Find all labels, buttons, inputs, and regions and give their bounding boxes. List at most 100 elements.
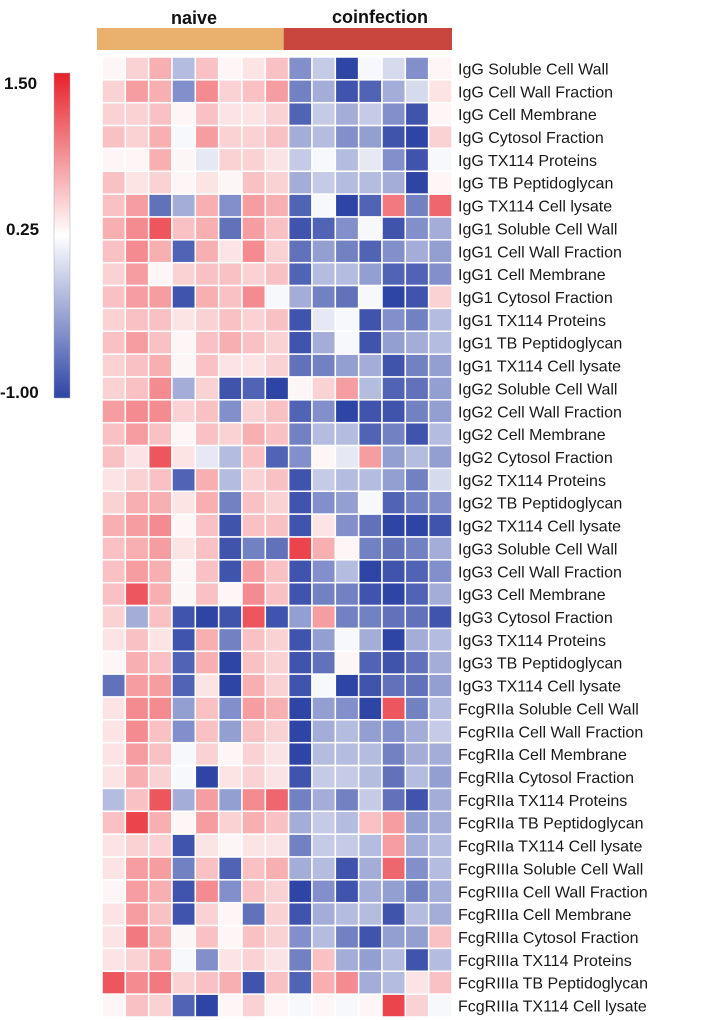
heatmap-cell	[381, 719, 407, 744]
group-label-coinfection: coinfection	[332, 7, 428, 27]
heatmap-cell	[287, 330, 313, 355]
heatmap-cell	[357, 376, 383, 401]
heatmap-cell	[217, 947, 243, 973]
heatmap-cell	[381, 79, 407, 104]
heatmap-cell	[124, 353, 150, 378]
heatmap-cell	[171, 719, 197, 744]
heatmap-cell	[334, 810, 360, 835]
heatmap-cell	[217, 581, 243, 607]
heatmap-cell	[264, 216, 290, 241]
heatmap-cell	[147, 147, 173, 173]
heatmap-cell	[194, 559, 220, 584]
heatmap-cell	[357, 741, 383, 767]
heatmap-cell	[264, 399, 290, 424]
heatmap-cell	[427, 581, 453, 607]
heatmap-cell	[124, 56, 150, 81]
heatmap-cell	[194, 993, 220, 1018]
heatmap-cell	[194, 719, 220, 744]
heatmap-cell	[264, 627, 290, 653]
heatmap-cell	[264, 330, 290, 355]
heatmap-cell	[264, 513, 290, 538]
heatmap-cell	[357, 307, 383, 333]
heatmap-cell	[171, 147, 197, 173]
row-label: FcgRIIIa Soluble Cell Wall	[458, 861, 643, 878]
heatmap-cell	[124, 216, 150, 241]
heatmap-cell	[194, 947, 220, 973]
heatmap-cell	[147, 170, 173, 195]
heatmap-cell	[264, 193, 290, 218]
heatmap-cell	[264, 741, 290, 767]
heatmap-cell	[194, 147, 220, 173]
heatmap-cell	[404, 764, 430, 790]
heatmap-cell	[357, 147, 383, 173]
heatmap-cell	[194, 604, 220, 630]
heatmap-cell	[241, 239, 267, 264]
heatmap-cell	[217, 239, 243, 264]
heatmap-cell	[124, 901, 150, 927]
colorbar-mid-label: 0.25	[6, 220, 39, 239]
heatmap-cell	[334, 947, 360, 973]
heatmap-cell	[171, 490, 197, 515]
heatmap-cell	[217, 216, 243, 241]
heatmap-cell	[101, 879, 127, 904]
heatmap-cell	[124, 444, 150, 470]
heatmap-cell	[334, 719, 360, 744]
heatmap-cell	[381, 56, 407, 81]
heatmap-cell	[194, 741, 220, 767]
heatmap-cell	[334, 924, 360, 950]
heatmap-cell	[287, 833, 313, 858]
heatmap-cell	[334, 559, 360, 584]
heatmap-cell	[194, 650, 220, 675]
heatmap-cell	[287, 696, 313, 721]
heatmap-cell	[124, 764, 150, 790]
row-label: IgG2 TX114 Cell lysate	[458, 519, 621, 536]
heatmap-cell	[241, 193, 267, 218]
heatmap-cell	[381, 673, 407, 698]
heatmap-cell	[334, 376, 360, 401]
heatmap-cell	[171, 833, 197, 858]
heatmap-cell	[404, 581, 430, 607]
heatmap-cell	[404, 604, 430, 630]
heatmap-cell	[311, 490, 337, 515]
heatmap-cell	[287, 124, 313, 150]
heatmap-cell	[381, 376, 407, 401]
heatmap-cell	[171, 284, 197, 310]
heatmap-cell	[241, 399, 267, 424]
heatmap-cell	[101, 124, 127, 150]
heatmap-cell	[101, 444, 127, 470]
heatmap-cell	[194, 810, 220, 835]
heatmap-cell	[101, 581, 127, 607]
heatmap-cell	[171, 399, 197, 424]
heatmap-cell	[147, 193, 173, 218]
heatmap-cell	[427, 970, 453, 995]
heatmap-cell	[101, 193, 127, 218]
heatmap-cell	[311, 216, 337, 241]
heatmap-cell	[404, 124, 430, 150]
heatmap-cell	[171, 879, 197, 904]
heatmap-cell	[381, 993, 407, 1018]
heatmap-cell	[427, 216, 453, 241]
heatmap-cell	[357, 879, 383, 904]
heatmap-cell	[404, 947, 430, 973]
heatmap-cell	[404, 490, 430, 515]
heatmap-cell	[311, 193, 337, 218]
heatmap-cell	[404, 56, 430, 81]
heatmap-cell	[124, 170, 150, 195]
heatmap-cell	[311, 924, 337, 950]
heatmap-cell	[171, 444, 197, 470]
heatmap-cell	[241, 101, 267, 127]
heatmap-cell	[404, 193, 430, 218]
heatmap-cell	[194, 261, 220, 287]
heatmap-cell	[101, 673, 127, 698]
heatmap-cell	[217, 536, 243, 561]
heatmap-cell	[264, 604, 290, 630]
heatmap-cell	[101, 627, 127, 653]
heatmap-cell	[124, 330, 150, 355]
heatmap-cell	[311, 833, 337, 858]
heatmap-cell	[311, 421, 337, 447]
heatmap-cell	[194, 673, 220, 698]
heatmap-cell	[147, 581, 173, 607]
heatmap-cell	[404, 879, 430, 904]
heatmap-cell	[171, 216, 197, 241]
row-label: IgG2 TX114 Proteins	[458, 473, 606, 490]
